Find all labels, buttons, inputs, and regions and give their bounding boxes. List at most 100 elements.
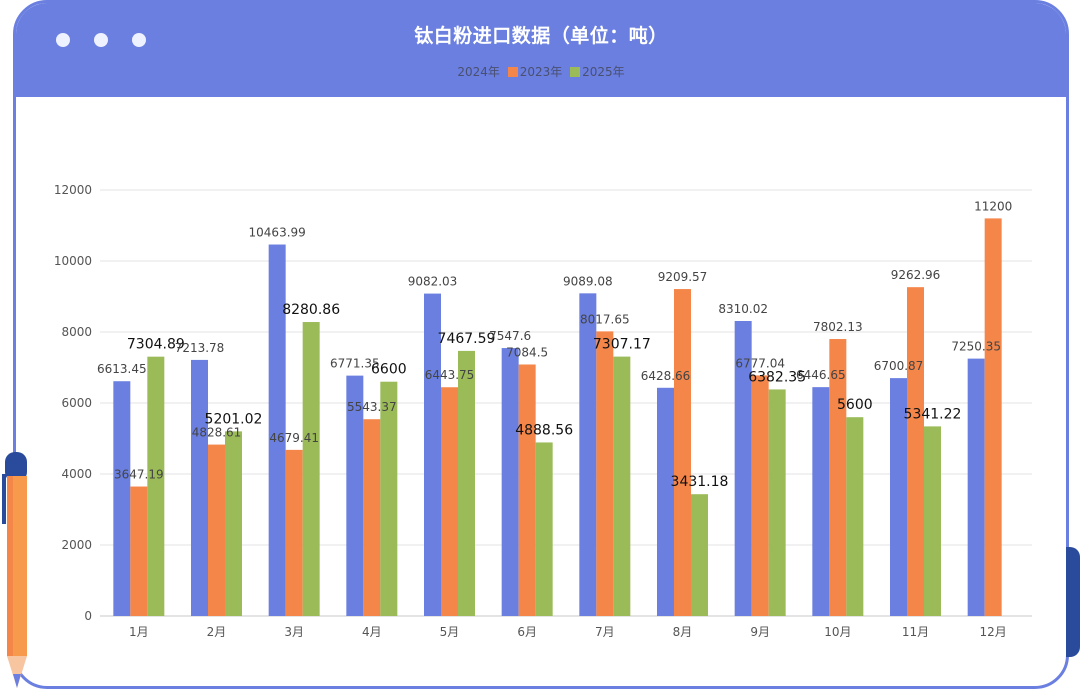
data-label: 5201.02 <box>205 411 263 427</box>
y-axis: 0 2000 4000 6000 8000 10000 12000 <box>54 183 92 623</box>
data-label: 3431.18 <box>671 474 729 490</box>
bar-2024年 <box>424 293 441 616</box>
data-label: 9089.08 <box>563 274 613 288</box>
data-label: 9262.96 <box>891 268 941 282</box>
bar-2025年 <box>535 442 553 616</box>
data-label: 4888.56 <box>515 422 573 438</box>
bar-2024年 <box>346 375 364 616</box>
bar-2025年 <box>225 431 242 616</box>
data-label: 10463.99 <box>249 226 306 240</box>
side-tab-decoration <box>1066 547 1080 657</box>
x-tick-label: 11月 <box>902 625 929 639</box>
y-tick-label: 12000 <box>54 183 92 197</box>
legend-swatch-2025 <box>570 67 581 77</box>
bar-2024年 <box>579 293 597 616</box>
x-tick-label: 2月 <box>207 625 227 639</box>
bar-2024年 <box>113 381 131 616</box>
data-label: 11200 <box>974 199 1012 213</box>
bar-2025年 <box>691 494 708 616</box>
data-label: 8017.65 <box>580 312 630 326</box>
y-tick-label: 6000 <box>61 396 92 410</box>
data-label: 6700.87 <box>874 359 924 373</box>
pencil-decoration-icon <box>2 452 27 688</box>
data-label: 8310.02 <box>718 302 768 316</box>
y-tick-label: 0 <box>84 609 92 623</box>
data-label: 6443.75 <box>425 368 475 382</box>
x-tick-label: 9月 <box>750 625 770 639</box>
data-label: 6771.35 <box>330 357 380 371</box>
x-axis: 1月 2月 3月 4月 5月 6月 7月 8月 9月 10月 11月 12月 <box>129 625 1007 639</box>
legend-item-2024[interactable]: 2024年 <box>457 63 500 80</box>
y-tick-label: 10000 <box>54 254 92 268</box>
bar-2025年 <box>846 417 864 616</box>
bar-2025年 <box>613 356 631 616</box>
data-label: 5543.37 <box>347 400 397 414</box>
legend-label-2024: 2024年 <box>457 65 500 79</box>
bar-2023年 <box>596 331 614 616</box>
bar-2024年 <box>890 378 907 616</box>
data-label: 9209.57 <box>658 270 708 284</box>
bar-2023年 <box>285 449 303 616</box>
bar-2023年 <box>674 289 691 616</box>
bar-2025年 <box>302 322 320 616</box>
data-label: 7467.59 <box>438 331 496 347</box>
window-dot-3 <box>132 33 146 47</box>
grid-lines <box>100 189 1032 617</box>
data-label: 8280.86 <box>282 302 340 318</box>
data-label: 6600 <box>371 362 407 378</box>
bar-2023年 <box>907 287 924 616</box>
legend-item-2025[interactable]: 2025年 <box>570 63 625 80</box>
bar-2025年 <box>380 381 398 616</box>
x-tick-label: 8月 <box>673 625 693 639</box>
bar-2023年 <box>208 444 225 616</box>
data-label: 4679.41 <box>269 431 319 445</box>
data-label: 7547.6 <box>489 329 531 343</box>
header-bar: 钛白粉进口数据（单位：吨） 2024年 2023年 2025年 <box>16 3 1066 97</box>
bar-2023年 <box>984 218 1002 616</box>
legend-item-2023[interactable]: 2023年 <box>507 63 563 80</box>
bar-2025年 <box>458 350 475 616</box>
bar-2023年 <box>441 387 458 616</box>
data-label: 4828.61 <box>192 426 242 440</box>
window-dot-1 <box>56 33 70 47</box>
bar-2023年 <box>751 375 769 616</box>
y-tick-label: 2000 <box>61 538 92 552</box>
x-tick-label: 12月 <box>980 625 1007 639</box>
legend-label-2023: 2023年 <box>519 65 563 79</box>
x-tick-label: 5月 <box>440 625 460 639</box>
bar-2023年 <box>829 339 847 616</box>
data-label: 6428.66 <box>641 369 691 383</box>
data-label: 7250.35 <box>951 340 1001 354</box>
data-label: 5341.22 <box>904 406 962 422</box>
bar-2024年 <box>734 320 752 616</box>
data-label: 5600 <box>837 397 873 413</box>
bar-2023年 <box>518 364 536 616</box>
bar-2024年 <box>191 359 208 616</box>
bar-2024年 <box>812 387 830 616</box>
window-dot-2 <box>94 33 108 47</box>
data-label: 9082.03 <box>408 275 458 289</box>
bar-2024年 <box>967 358 985 616</box>
data-label: 3647.19 <box>114 468 164 482</box>
data-label: 6613.45 <box>97 362 147 376</box>
bar-2024年 <box>268 244 286 616</box>
bars <box>113 218 1002 616</box>
y-tick-label: 8000 <box>61 325 92 339</box>
data-label: 6382.35 <box>748 369 806 385</box>
x-tick-label: 7月 <box>595 625 615 639</box>
data-label: 6446.65 <box>796 368 846 382</box>
bar-2023年 <box>130 486 148 616</box>
data-label: 7304.89 <box>127 337 185 353</box>
data-label: 7084.5 <box>506 346 548 360</box>
data-label: 7307.17 <box>593 337 651 353</box>
bar-2025年 <box>768 389 786 616</box>
bar-2024年 <box>501 348 519 616</box>
bar-2025年 <box>924 426 941 616</box>
x-tick-label: 4月 <box>362 625 382 639</box>
legend-label-2025: 2025年 <box>582 65 625 79</box>
bar-2024年 <box>657 387 674 616</box>
x-tick-label: 1月 <box>129 625 149 639</box>
legend: 2024年 2023年 2025年 <box>16 63 1066 80</box>
